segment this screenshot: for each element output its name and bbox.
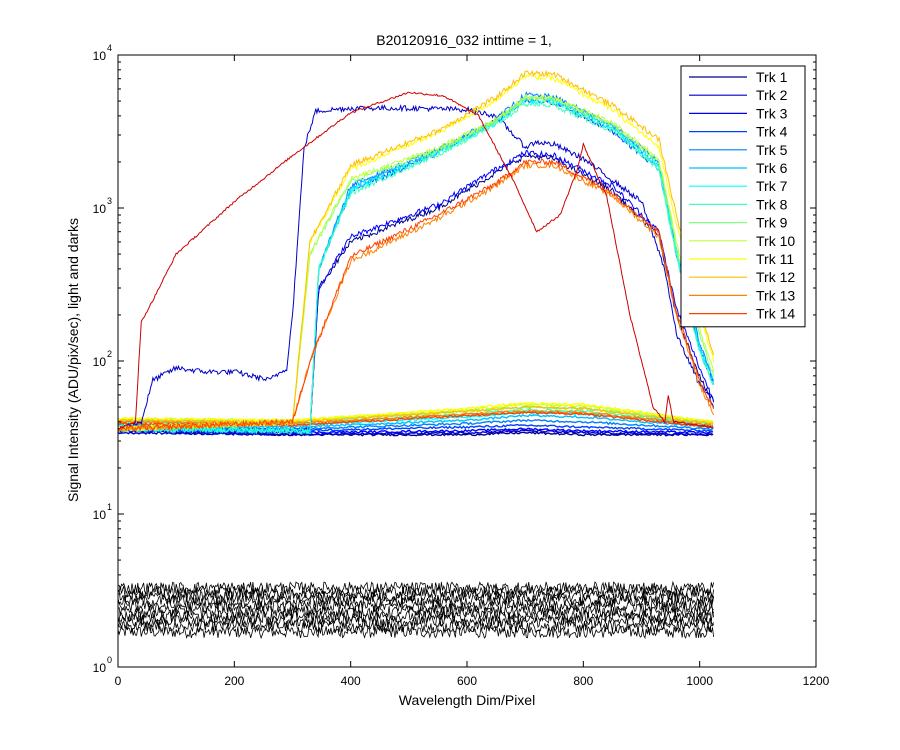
series-dark-trace [118, 401, 714, 423]
plot-area [118, 69, 715, 640]
x-axis-label: Wavelength Dim/Pixel [399, 692, 535, 708]
series-line [118, 104, 715, 431]
series-dark-trace [118, 413, 714, 429]
dark-trace [118, 584, 714, 600]
legend-box [680, 65, 806, 328]
y-tick-exponent: 2 [107, 349, 112, 359]
x-tick-label: 1200 [803, 674, 830, 688]
legend-entry: Trk 10 [756, 233, 795, 249]
x-tick-label: 0 [115, 674, 122, 688]
legend-entry: Trk 8 [756, 196, 788, 212]
y-tick-exponent: 3 [107, 196, 112, 206]
legend-entry: Trk 5 [756, 142, 788, 158]
legend-entry: Trk 6 [756, 160, 788, 176]
y-tick-label: 10 [93, 202, 107, 216]
dark-trace [118, 580, 714, 596]
x-tick-label: 200 [224, 674, 244, 688]
series-line [118, 100, 715, 435]
legend-entry: Trk 11 [756, 251, 794, 267]
legend-entry: Trk 14 [756, 306, 795, 322]
legend-entry: Trk 1 [756, 69, 788, 85]
series-line [118, 69, 715, 432]
legend-entry: Trk 2 [756, 87, 788, 103]
legend-entry: Trk 9 [756, 215, 788, 231]
y-tick-label: 10 [93, 49, 107, 63]
x-tick-label: 1000 [686, 674, 713, 688]
y-tick-label: 10 [93, 508, 107, 522]
y-tick-exponent: 1 [107, 502, 112, 512]
series-line-red [118, 91, 714, 431]
y-tick-exponent: 0 [107, 655, 112, 665]
y-axis-label: Signal Intensity (ADU/pix/sec), light an… [65, 218, 81, 502]
legend-entry: Trk 4 [756, 124, 788, 140]
y-tick-exponent: 4 [107, 43, 112, 53]
legend: Trk 1 Trk 2 Trk 3 Trk 4 Trk 5 Trk 6 Trk 7 Trk 8… [680, 65, 806, 328]
legend-entry: Trk 3 [756, 105, 788, 121]
series-line [118, 158, 715, 432]
dark-trace [118, 589, 714, 604]
x-tick-label: 400 [341, 674, 361, 688]
series-dark-trace [118, 405, 714, 425]
y-tick-label: 10 [93, 355, 107, 369]
legend-entry: Trk 12 [756, 269, 795, 285]
legend-entry: Trk 7 [756, 178, 788, 194]
legend-entry: Trk 13 [756, 287, 795, 303]
x-tick-label: 600 [457, 674, 477, 688]
dark-trace [118, 624, 714, 640]
x-tick-label: 800 [573, 674, 593, 688]
y-tick-label: 10 [93, 661, 107, 675]
chart-title: B20120916_032 inttime = 1, [376, 32, 552, 48]
